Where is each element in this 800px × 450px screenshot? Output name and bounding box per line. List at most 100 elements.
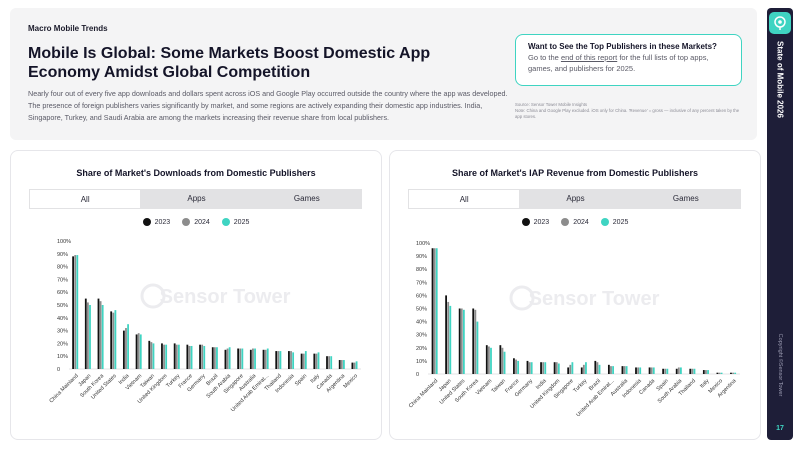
y-tick-label: 30% bbox=[57, 329, 68, 335]
bar-2025 bbox=[165, 344, 168, 369]
bar-2025 bbox=[203, 345, 206, 369]
end-of-report-link[interactable]: end of this report bbox=[560, 53, 618, 62]
tab-apps[interactable]: Apps bbox=[187, 194, 206, 203]
y-tick-label: 40% bbox=[57, 316, 68, 322]
bar-2024 bbox=[487, 346, 490, 374]
page-title: Mobile Is Global: Some Markets Boost Dom… bbox=[28, 45, 431, 81]
chart-legend: 2023 2024 2025 bbox=[11, 218, 381, 226]
bar-2024 bbox=[664, 368, 667, 374]
bar-2023 bbox=[351, 362, 354, 369]
bar-2024 bbox=[125, 328, 127, 369]
tab-games[interactable]: Games bbox=[672, 194, 699, 203]
bar-2023 bbox=[702, 370, 705, 374]
watermark-icon bbox=[509, 285, 535, 311]
bar-2024 bbox=[86, 302, 89, 369]
y-tick-label: 90% bbox=[57, 252, 68, 258]
bar-2024 bbox=[732, 372, 734, 374]
sidebar bbox=[767, 8, 793, 440]
bar-2023 bbox=[326, 356, 328, 369]
legend-label: 2025 bbox=[612, 218, 629, 226]
bar-2023 bbox=[135, 334, 138, 369]
bar-2024 bbox=[201, 344, 204, 369]
page-number: 17 bbox=[776, 425, 784, 432]
bar-2023 bbox=[72, 256, 74, 369]
bar-2024 bbox=[555, 362, 558, 374]
bar-2024 bbox=[460, 308, 463, 374]
watermark-text: Sensor Tower bbox=[529, 288, 660, 310]
bar-2025 bbox=[639, 367, 642, 374]
bar-2023 bbox=[580, 367, 583, 374]
x-tick-label: China Mainland bbox=[48, 373, 79, 404]
y-tick-label: 50% bbox=[416, 307, 427, 313]
bar-2024 bbox=[74, 255, 77, 369]
bar-2023 bbox=[540, 362, 542, 374]
bar-2024 bbox=[264, 349, 267, 369]
bar-2025 bbox=[720, 372, 723, 374]
y-tick-label: 20% bbox=[57, 341, 68, 347]
bar-2025 bbox=[707, 370, 709, 374]
bar-2023 bbox=[224, 349, 227, 369]
bar-2024 bbox=[623, 366, 626, 374]
bar-2024 bbox=[447, 301, 450, 374]
chart-title: Share of Market's Downloads from Domesti… bbox=[76, 168, 316, 178]
bar-2025 bbox=[571, 362, 574, 374]
tab-games[interactable]: Games bbox=[293, 194, 320, 203]
bar-2025 bbox=[139, 334, 142, 369]
bar-2024 bbox=[569, 364, 572, 374]
y-tick-label: 70% bbox=[416, 280, 427, 286]
bar-2024 bbox=[501, 347, 504, 374]
bar-2025 bbox=[89, 305, 91, 369]
watermark-text: Sensor Tower bbox=[160, 286, 291, 308]
legend-label: 2023 bbox=[533, 218, 550, 226]
bar-2024 bbox=[474, 309, 477, 374]
callout-text-before: Go to the bbox=[528, 53, 561, 62]
y-tick-label: 80% bbox=[416, 267, 427, 273]
legend-2025: 2025 bbox=[600, 218, 629, 226]
bar-2025 bbox=[101, 305, 104, 369]
x-tick-label: Canada bbox=[638, 378, 657, 397]
bar-2025 bbox=[343, 360, 345, 369]
bar-2025 bbox=[114, 310, 117, 369]
bar-2023 bbox=[689, 368, 692, 374]
bar-2025 bbox=[152, 343, 155, 369]
legend-2023: 2023 bbox=[521, 218, 550, 226]
bar-2024 bbox=[277, 351, 280, 369]
chart-tabs: All Apps Games bbox=[408, 189, 741, 209]
legend-dot-2024 bbox=[182, 218, 191, 226]
bar-2024 bbox=[252, 348, 254, 369]
y-tick-label: 100% bbox=[57, 239, 71, 245]
bar-2025 bbox=[734, 372, 737, 374]
bar-2025 bbox=[317, 352, 320, 369]
y-tick-label: 10% bbox=[57, 354, 68, 360]
bar-2023 bbox=[110, 311, 113, 369]
bar-2025 bbox=[693, 368, 696, 374]
bar-2024 bbox=[610, 366, 612, 374]
legend-dot-2024 bbox=[561, 218, 570, 226]
bar-2025 bbox=[490, 347, 492, 374]
bar-2023 bbox=[148, 340, 151, 369]
tab-apps[interactable]: Apps bbox=[566, 194, 585, 203]
legend-label: 2025 bbox=[233, 218, 250, 226]
bar-2023 bbox=[445, 295, 447, 374]
bar-2023 bbox=[635, 367, 637, 374]
bar-2024 bbox=[677, 367, 680, 374]
bar-2025 bbox=[544, 362, 547, 374]
bar-2025 bbox=[625, 366, 628, 374]
bar-2025 bbox=[304, 351, 307, 369]
bar-2024 bbox=[582, 364, 585, 374]
bar-2024 bbox=[596, 362, 599, 374]
legend-dot-2025 bbox=[221, 218, 230, 226]
bar-2024 bbox=[150, 342, 153, 369]
tab-all[interactable]: All bbox=[29, 189, 142, 209]
tab-all[interactable]: All bbox=[408, 189, 521, 209]
bar-2023 bbox=[594, 360, 597, 374]
bar-2024 bbox=[112, 312, 115, 369]
publishers-callout: Want to See the Top Publishers in these … bbox=[515, 34, 742, 86]
bar-2023 bbox=[513, 358, 515, 374]
bar-2023 bbox=[122, 330, 125, 369]
legend-2025: 2025 bbox=[221, 218, 250, 226]
x-tick-label: China Mainland bbox=[408, 378, 439, 409]
bar-2025 bbox=[462, 309, 465, 374]
legend-dot-2025 bbox=[600, 218, 609, 226]
bar-2025 bbox=[241, 348, 244, 369]
